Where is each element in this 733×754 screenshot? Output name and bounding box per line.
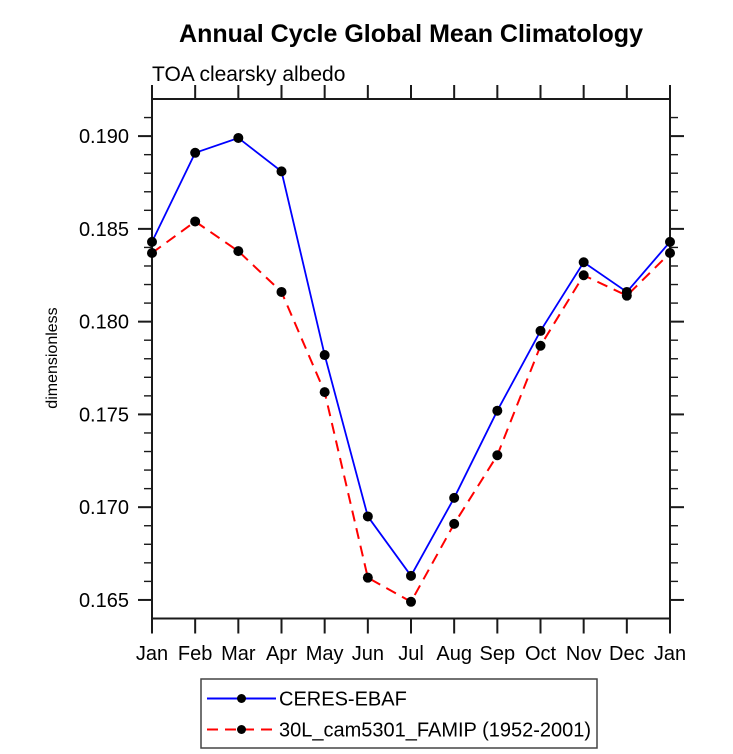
data-point-famip — [578, 270, 589, 281]
y-tick-label: 0.180 — [79, 312, 129, 334]
legend-label: 30L_cam5301_FAMIP (1952-2001) — [279, 720, 591, 742]
y-tick-label: 0.190 — [79, 126, 129, 148]
y-tick-label: 0.185 — [79, 219, 129, 241]
chart-subtitle: TOA clearsky albedo — [152, 63, 345, 86]
data-point-ceres-ebaf — [276, 166, 287, 177]
data-point-famip — [147, 247, 157, 258]
chart-title: Annual Cycle Global Mean Climatology — [179, 20, 643, 48]
legend-marker — [237, 694, 246, 703]
data-point-famip — [233, 246, 244, 257]
data-point-ceres-ebaf — [665, 236, 675, 247]
y-axis-title: dimensionless — [44, 307, 61, 408]
data-point-famip — [535, 340, 546, 351]
data-point-famip — [665, 247, 675, 258]
data-point-famip — [492, 450, 503, 461]
data-point-ceres-ebaf — [449, 492, 460, 503]
y-tick-label: 0.175 — [79, 404, 129, 426]
data-point-ceres-ebaf — [406, 570, 416, 581]
data-point-famip — [319, 387, 330, 398]
data-point-ceres-ebaf — [233, 132, 244, 143]
x-tick-label: Nov — [566, 643, 602, 665]
x-tick-label: Jan — [136, 643, 168, 665]
y-tick-label: 0.165 — [79, 590, 129, 612]
x-tick-label: Jul — [398, 643, 424, 665]
data-point-famip — [621, 290, 632, 301]
plot-frame — [151, 98, 671, 620]
data-point-ceres-ebaf — [492, 405, 503, 416]
x-tick-label: Mar — [221, 643, 256, 665]
x-tick-label: Aug — [436, 643, 472, 665]
x-tick-label: Apr — [266, 643, 297, 665]
series-line-ceres-ebaf — [151, 136, 671, 578]
data-point-famip — [362, 572, 373, 583]
x-tick-label: Jun — [352, 643, 384, 665]
x-tick-label: May — [306, 643, 344, 665]
x-tick-label: Jan — [654, 643, 686, 665]
x-tick-label: Dec — [609, 643, 645, 665]
x-tick-label: Oct — [525, 643, 557, 665]
x-tick-label: Sep — [480, 643, 516, 665]
y-tick-label: 0.170 — [79, 497, 129, 519]
data-point-famip — [406, 596, 416, 607]
data-point-famip — [449, 518, 460, 529]
data-point-ceres-ebaf — [578, 257, 589, 268]
legend-box — [200, 678, 598, 749]
data-point-ceres-ebaf — [535, 325, 546, 336]
data-point-ceres-ebaf — [319, 350, 330, 361]
data-point-famip — [276, 286, 287, 297]
series-line-famip — [151, 220, 671, 604]
data-point-famip — [190, 216, 201, 227]
legend-label: CERES-EBAF — [279, 689, 407, 711]
data-point-ceres-ebaf — [190, 147, 201, 158]
x-tick-label: Feb — [178, 643, 212, 665]
data-point-ceres-ebaf — [147, 236, 157, 247]
legend-marker — [237, 725, 246, 734]
data-point-ceres-ebaf — [362, 511, 373, 522]
